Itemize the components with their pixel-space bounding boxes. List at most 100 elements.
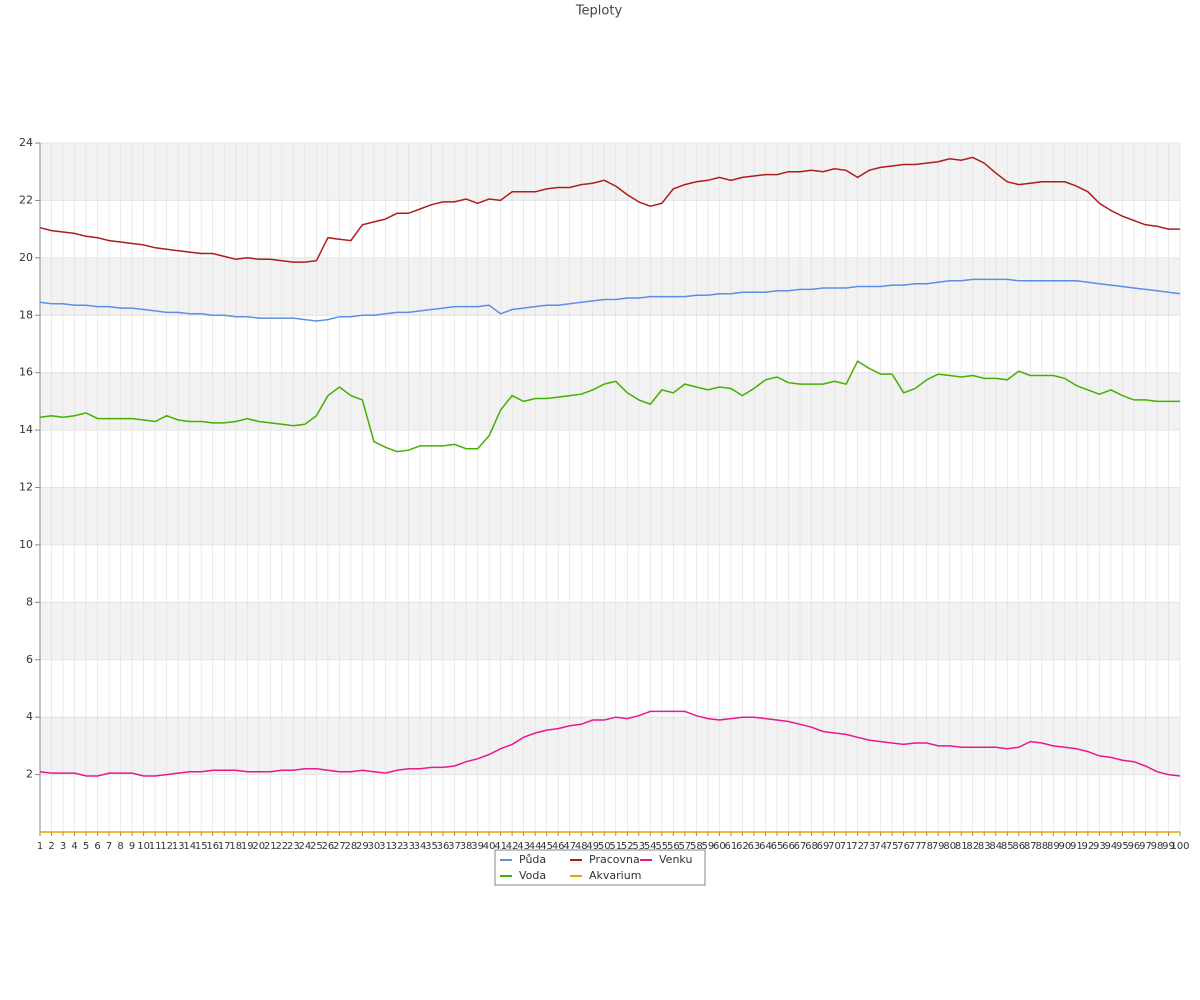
series-line bbox=[39, 156, 1180, 263]
x-tick-label: 100 bbox=[1170, 841, 1189, 852]
x-tick-label: 12 bbox=[160, 841, 173, 852]
grid-band bbox=[40, 717, 1180, 775]
x-tick-label: 77 bbox=[909, 841, 922, 852]
grid-band bbox=[40, 257, 1180, 316]
x-tick-label: 52 bbox=[621, 841, 634, 852]
x-tick-label: 89 bbox=[1047, 841, 1060, 852]
x-tick-label: 94 bbox=[1105, 841, 1118, 852]
y-tick-label: 22 bbox=[19, 193, 33, 206]
x-tick-label: 33 bbox=[402, 841, 415, 852]
x-tick-label: 4 bbox=[71, 841, 77, 852]
legend-label: Pracovna bbox=[589, 853, 640, 866]
x-tick-label: 81 bbox=[955, 841, 968, 852]
legend-label: Voda bbox=[519, 869, 546, 882]
x-tick-label: 19 bbox=[241, 841, 254, 852]
x-tick-label: 11 bbox=[149, 841, 162, 852]
x-tick-label: 8 bbox=[117, 841, 123, 852]
x-tick-label: 54 bbox=[644, 841, 657, 852]
x-tick-label: 50 bbox=[598, 841, 611, 852]
x-tick-label: 59 bbox=[702, 841, 715, 852]
series-line bbox=[39, 278, 1181, 322]
x-tick-label: 43 bbox=[517, 841, 530, 852]
x-tick-label: 84 bbox=[989, 841, 1002, 852]
x-tick-label: 16 bbox=[206, 841, 219, 852]
x-tick-label: 70 bbox=[828, 841, 841, 852]
x-tick-label: 3 bbox=[60, 841, 66, 852]
x-tick-label: 58 bbox=[690, 841, 703, 852]
x-tick-label: 29 bbox=[356, 841, 369, 852]
x-tick-label: 62 bbox=[736, 841, 749, 852]
x-tick-label: 91 bbox=[1070, 841, 1083, 852]
x-tick-label: 72 bbox=[851, 841, 864, 852]
x-tick-label: 53 bbox=[632, 841, 645, 852]
x-tick-label: 56 bbox=[667, 841, 680, 852]
x-tick-label: 34 bbox=[414, 841, 427, 852]
legend-label: Půda bbox=[519, 853, 546, 866]
x-tick-label: 35 bbox=[425, 841, 438, 852]
x-tick-label: 32 bbox=[391, 841, 404, 852]
x-tick-label: 78 bbox=[920, 841, 933, 852]
grid-band bbox=[40, 143, 1180, 201]
x-tick-label: 28 bbox=[345, 841, 358, 852]
grid-band bbox=[40, 372, 1180, 431]
x-tick-label: 97 bbox=[1139, 841, 1152, 852]
x-tick-label: 65 bbox=[771, 841, 784, 852]
x-tick-label: 74 bbox=[874, 841, 887, 852]
x-tick-label: 80 bbox=[943, 841, 956, 852]
y-tick-label: 18 bbox=[19, 308, 33, 321]
x-tick-label: 98 bbox=[1151, 841, 1164, 852]
x-tick-label: 36 bbox=[437, 841, 450, 852]
grid-band bbox=[40, 487, 1180, 545]
x-tick-label: 21 bbox=[264, 841, 277, 852]
x-tick-label: 68 bbox=[805, 841, 818, 852]
x-tick-label: 67 bbox=[794, 841, 807, 852]
x-tick-label: 92 bbox=[1082, 841, 1095, 852]
x-tick-label: 42 bbox=[506, 841, 519, 852]
x-tick-label: 57 bbox=[678, 841, 691, 852]
y-tick-label: 6 bbox=[26, 653, 33, 666]
x-tick-label: 1 bbox=[37, 841, 43, 852]
x-tick-label: 24 bbox=[298, 841, 311, 852]
x-tick-label: 5 bbox=[83, 841, 89, 852]
x-tick-label: 30 bbox=[368, 841, 381, 852]
x-tick-label: 83 bbox=[978, 841, 991, 852]
x-tick-label: 64 bbox=[759, 841, 772, 852]
x-tick-label: 40 bbox=[483, 841, 496, 852]
x-tick-label: 27 bbox=[333, 841, 346, 852]
x-tick-label: 38 bbox=[460, 841, 473, 852]
x-tick-label: 25 bbox=[310, 841, 323, 852]
x-tick-label: 6 bbox=[94, 841, 100, 852]
legend-box bbox=[494, 849, 706, 886]
x-tick-label: 95 bbox=[1116, 841, 1129, 852]
x-tick-label: 26 bbox=[322, 841, 335, 852]
x-tick-label: 22 bbox=[275, 841, 288, 852]
chart-title: Teploty bbox=[575, 4, 623, 19]
x-tick-label: 71 bbox=[840, 841, 853, 852]
x-tick-label: 47 bbox=[563, 841, 576, 852]
x-tick-label: 41 bbox=[494, 841, 507, 852]
x-tick-label: 14 bbox=[183, 841, 196, 852]
x-tick-label: 55 bbox=[655, 841, 668, 852]
x-tick-label: 48 bbox=[575, 841, 588, 852]
y-tick-label: 20 bbox=[19, 251, 33, 264]
x-tick-label: 86 bbox=[1012, 841, 1025, 852]
x-tick-label: 96 bbox=[1128, 841, 1141, 852]
x-tick-label: 90 bbox=[1058, 841, 1071, 852]
grid-band bbox=[40, 602, 1180, 660]
series-line bbox=[39, 710, 1181, 777]
x-tick-label: 88 bbox=[1035, 841, 1048, 852]
x-tick-label: 79 bbox=[932, 841, 945, 852]
legend-label: Akvarium bbox=[589, 869, 641, 882]
series-line bbox=[39, 360, 1180, 453]
x-tick-label: 45 bbox=[540, 841, 553, 852]
x-tick-label: 49 bbox=[586, 841, 599, 852]
x-tick-label: 76 bbox=[897, 841, 910, 852]
x-tick-label: 51 bbox=[609, 841, 622, 852]
y-tick-label: 16 bbox=[19, 366, 33, 379]
x-tick-label: 73 bbox=[863, 841, 876, 852]
x-tick-label: 17 bbox=[218, 841, 231, 852]
y-tick-label: 8 bbox=[26, 595, 33, 608]
x-tick-label: 31 bbox=[379, 841, 392, 852]
y-tick-label: 4 bbox=[26, 710, 33, 723]
